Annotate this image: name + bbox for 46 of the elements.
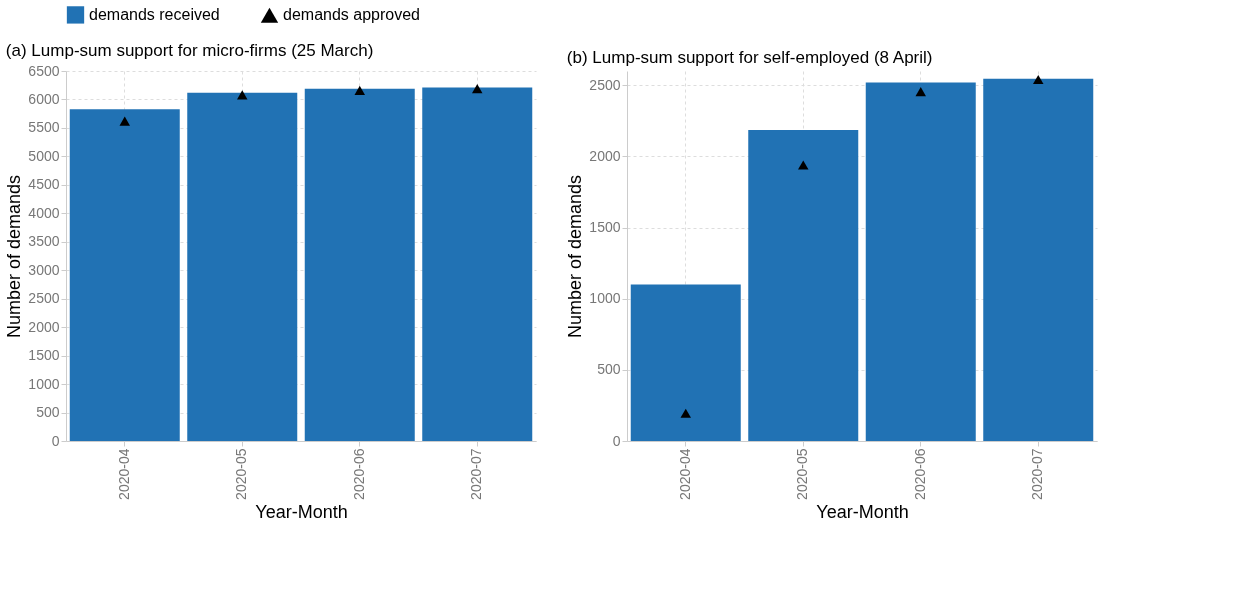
y-tick-label: 500: [36, 404, 60, 421]
y-tick-label: 4500: [28, 176, 60, 193]
bar: [630, 284, 741, 441]
y-tick-label: 2500: [28, 290, 60, 307]
legend-label: demands approved: [283, 6, 420, 24]
point: [915, 87, 926, 97]
x-axis-title: Year-Month: [255, 501, 348, 522]
bar: [983, 78, 1094, 441]
y-tick-label: 1500: [589, 219, 621, 236]
y-tick-label: 5500: [28, 119, 60, 136]
x-tick-label: 2020-06: [911, 448, 928, 500]
chart-title: (b) Lump-sum support for self-employed (8 April): [566, 48, 933, 67]
bar: [865, 82, 976, 441]
y-tick-label: 1000: [28, 375, 60, 392]
point: [1033, 75, 1044, 85]
bar: [748, 130, 859, 441]
chart-title: (a) Lump-sum support for micro-firms (25 March): [5, 41, 374, 60]
y-axis-title: Number of demands: [4, 174, 25, 339]
point: [119, 116, 130, 126]
x-tick-label: 2020-05: [233, 448, 250, 500]
y-tick-label: 6500: [28, 62, 60, 79]
x-tick-label: 2020-06: [350, 448, 367, 500]
y-axis-title: Number of demands: [565, 174, 586, 339]
x-tick-label: 2020-04: [676, 448, 693, 500]
x-tick-label: 2020-07: [1029, 448, 1046, 500]
y-tick-label: 0: [612, 432, 621, 449]
y-tick-label: 2000: [589, 147, 621, 164]
y-tick-label: 5000: [28, 147, 60, 164]
x-tick-label: 2020-05: [794, 448, 811, 500]
point: [472, 84, 483, 94]
y-tick-label: 1500: [28, 347, 60, 364]
y-tick-label: 1000: [589, 290, 621, 307]
x-tick-label: 2020-04: [115, 448, 132, 500]
y-tick-label: 4000: [28, 204, 60, 221]
y-tick-label: 2500: [589, 76, 621, 93]
y-tick-label: 2000: [28, 318, 60, 335]
y-tick-label: 3000: [28, 261, 60, 278]
y-tick-label: 0: [51, 432, 60, 449]
y-tick-label: 3500: [28, 233, 60, 250]
point: [680, 408, 691, 418]
x-axis-title: Year-Month: [816, 501, 909, 522]
legend-label: demands received: [89, 5, 220, 23]
x-tick-label: 2020-07: [468, 448, 485, 500]
y-tick-label: 6000: [28, 90, 60, 107]
y-tick-label: 500: [597, 361, 621, 378]
point: [354, 85, 365, 95]
